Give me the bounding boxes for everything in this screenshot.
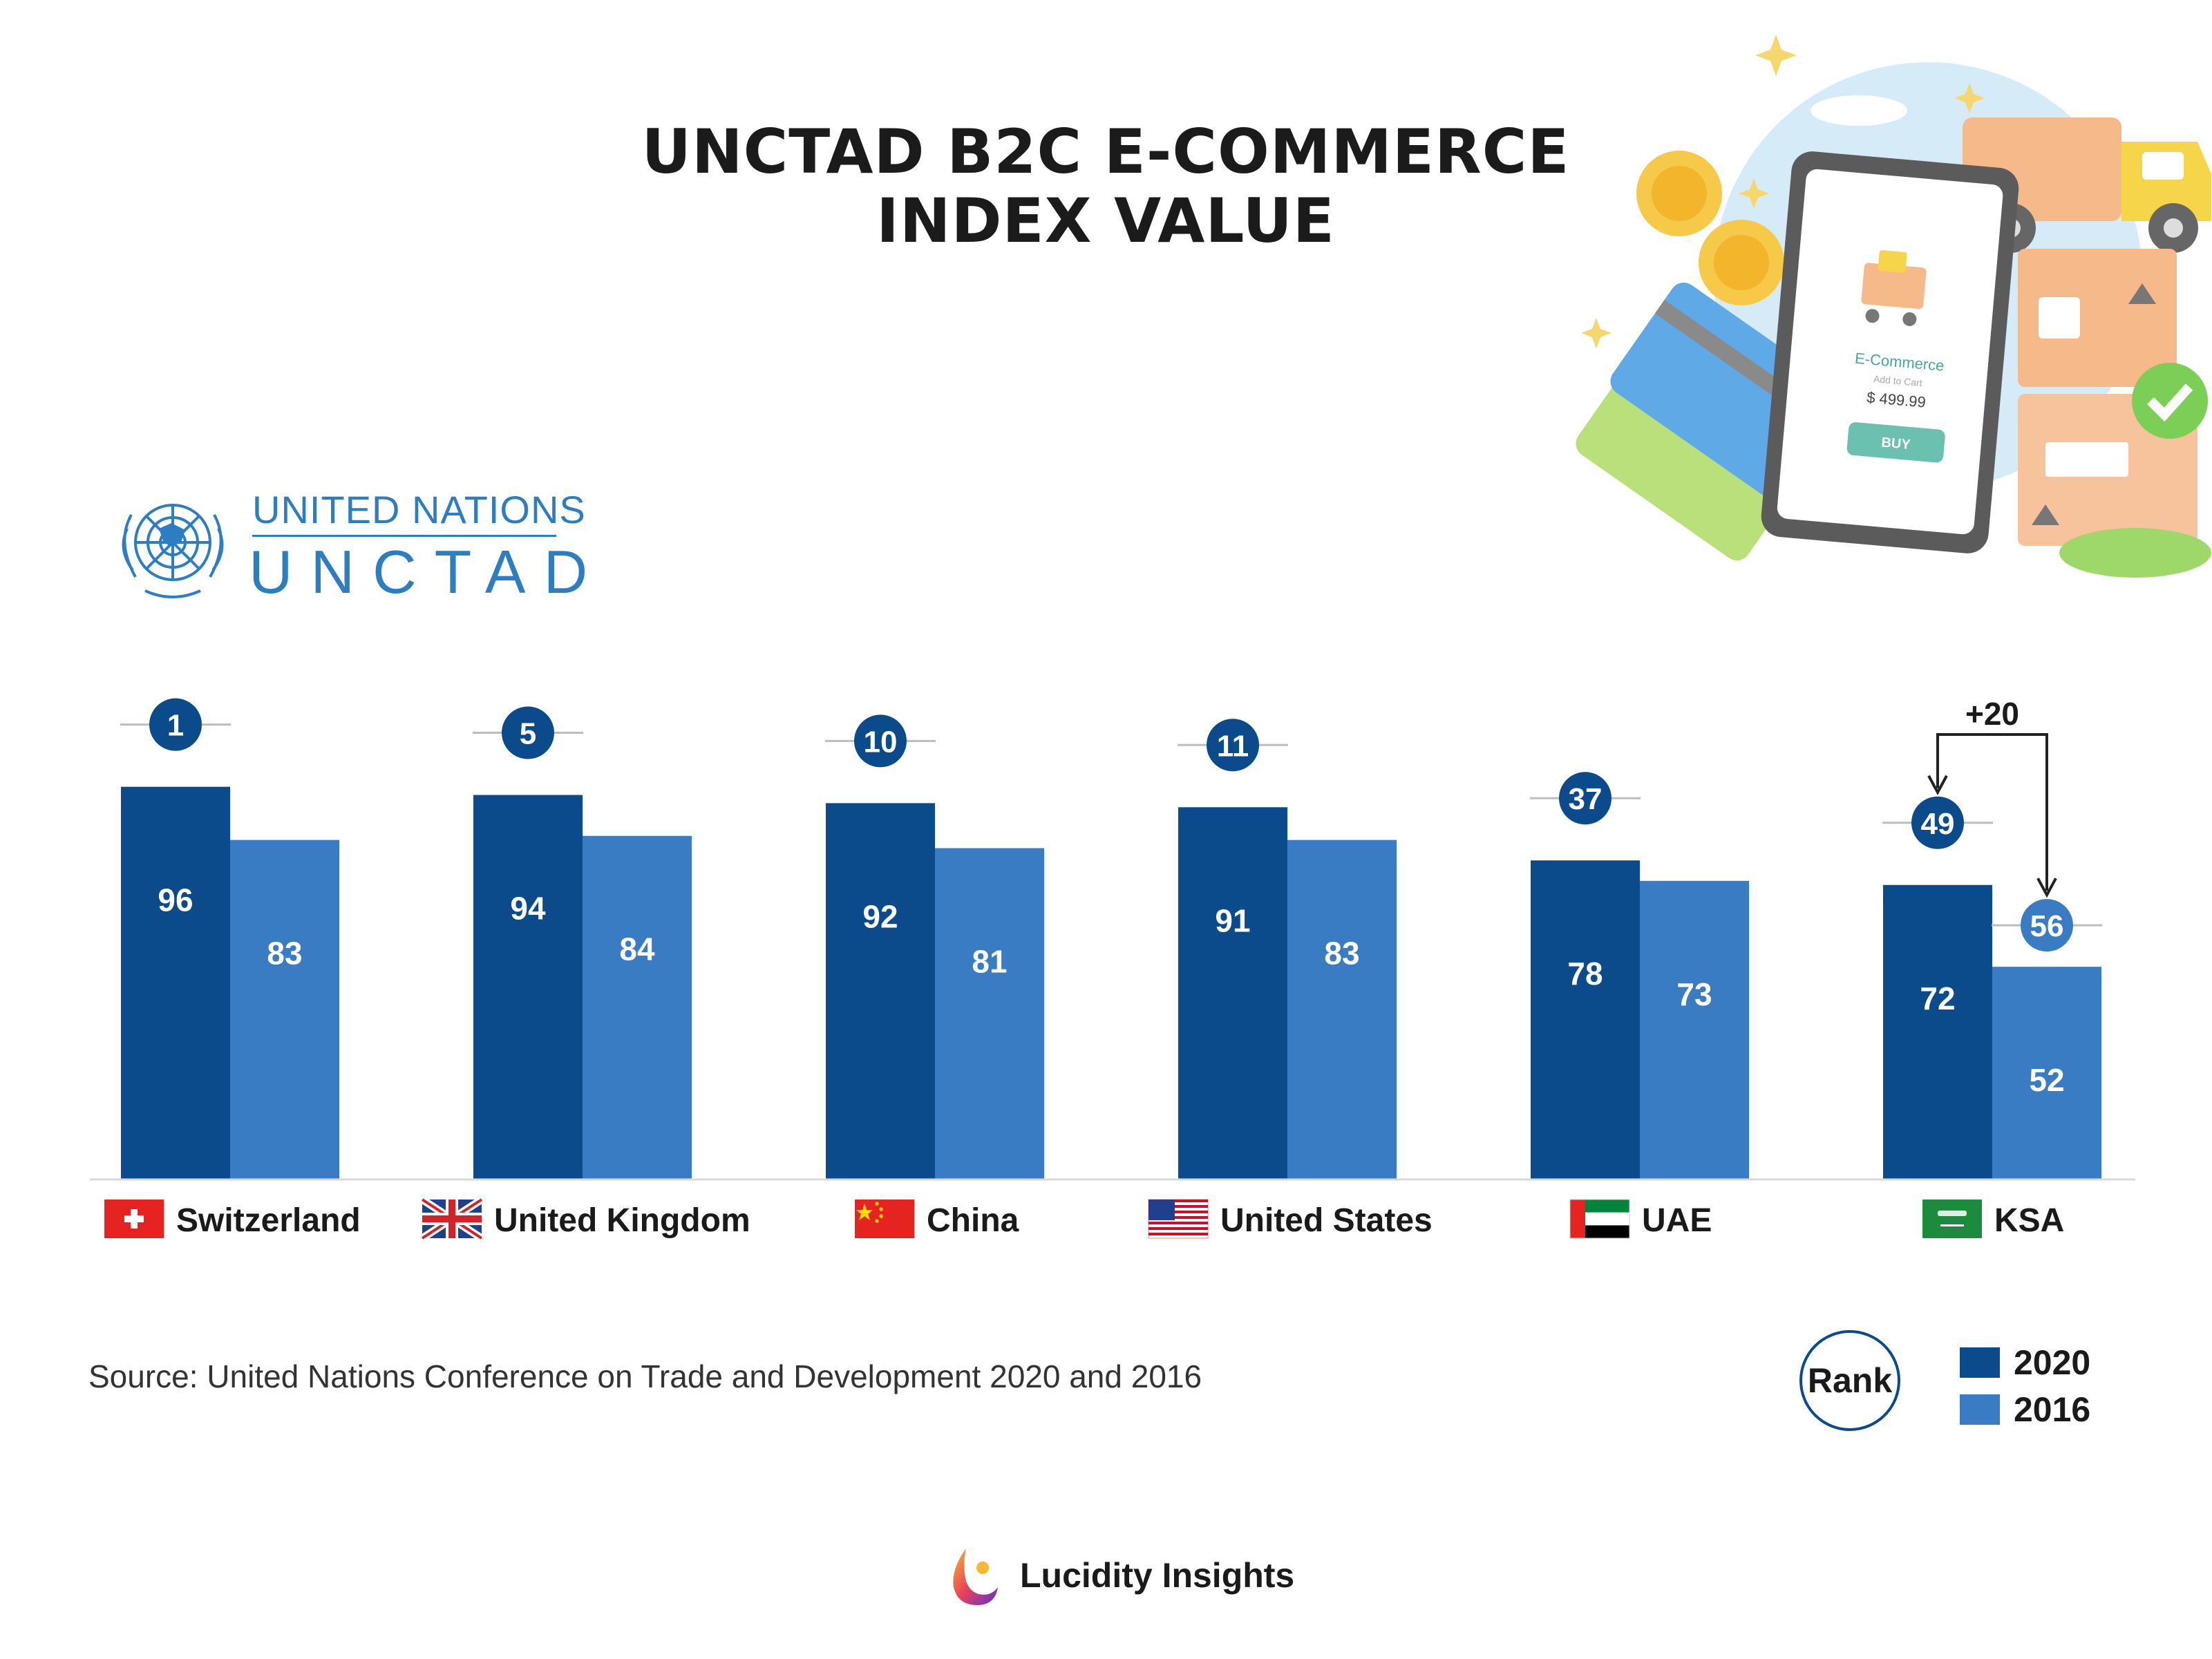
rank-badge-2020 [1911, 796, 1964, 849]
value-label-2020: 96 [158, 882, 193, 918]
change-bracket [1936, 733, 2048, 891]
bar-2016-united-kingdom [583, 835, 692, 1179]
switzerland-flag-icon [104, 1200, 164, 1238]
legend-label-2016: 2016 [2014, 1390, 2091, 1429]
category-labels-layer: Switzerland United Kingdom China United Sta… [104, 1196, 2064, 1242]
bar-chart: +20 96 83 94 84 92 81 91 83 78 73 72 52 1 5 10 11 37 49 5… [90, 696, 2135, 1242]
rank-value-2020: 5 [520, 717, 536, 751]
ksa-flag-icon [1922, 1200, 1982, 1238]
legend-swatch-2016 [1960, 1394, 2000, 1425]
arrowhead-icon [1927, 775, 1948, 795]
bush-icon [2059, 528, 2211, 578]
value-labels-layer: 96 83 94 84 92 81 91 83 78 73 72 52 [158, 882, 2064, 1098]
rank-badge-2016 [2021, 899, 2073, 952]
bar-2016-ksa [1992, 967, 2101, 1179]
bars-layer [121, 786, 2101, 1179]
category-label-united-kingdom: United Kingdom [494, 1202, 750, 1239]
rank-legend-label: Rank [1807, 1361, 1893, 1400]
bar-2020-uae [1531, 860, 1640, 1179]
bar-2020-united-kingdom [473, 795, 583, 1179]
uae-flag-icon [1569, 1199, 1630, 1239]
china-flag-icon [855, 1200, 914, 1238]
coins-icon [1636, 151, 1784, 305]
category-label-china: China [927, 1202, 1019, 1239]
value-label-2020: 94 [510, 891, 546, 927]
rank-value-2020: 11 [1217, 729, 1249, 763]
value-label-2016: 84 [619, 931, 655, 967]
phone-sub-label: Add to Cart [1873, 373, 1922, 388]
phone-buy-button [1846, 422, 1945, 463]
rank-value-2020: 37 [1569, 782, 1603, 816]
bar-2016-united-states [1287, 840, 1397, 1179]
value-label-2020: 78 [1567, 956, 1603, 992]
title-line-2: INDEX VALUE [876, 185, 1335, 256]
logo-line-1: UNITED NATIONS [252, 488, 586, 531]
usa-flag-icon [1148, 1199, 1209, 1239]
legend-item-2020: 2020 [1960, 1343, 2090, 1383]
arrowhead-icon [2036, 878, 2057, 898]
logo-line-2: UNCTAD [249, 538, 606, 606]
legend-item-2016: 2016 [1960, 1390, 2090, 1430]
rank-value-2020: 10 [864, 725, 898, 759]
bar-2020-ksa [1883, 884, 1992, 1179]
un-emblem-icon [122, 504, 224, 598]
brand-name: Lucidity Insights [1020, 1556, 1295, 1595]
category-label-united-states: United States [1220, 1202, 1433, 1239]
legend-label-2020: 2020 [2014, 1343, 2091, 1382]
ecommerce-illustration: E-Commerce Add to Cart $ 499.99 BUY [1576, 35, 2211, 578]
bar-2020-china [826, 803, 935, 1179]
value-label-2016: 83 [1324, 936, 1359, 971]
smartphone-icon: E-Commerce Add to Cart $ 499.99 BUY [1761, 151, 2019, 553]
bar-2016-switzerland [230, 840, 339, 1179]
category-label-uae: UAE [1642, 1202, 1712, 1239]
cloud-icon [1811, 95, 1907, 126]
rank-value-2020: 49 [1921, 807, 1955, 841]
value-label-2016: 73 [1676, 976, 1712, 1012]
rank-badge-2020 [502, 706, 554, 759]
checkmark-badge-icon [2132, 363, 2208, 439]
source-note: Source: United Nations Conference on Tra… [88, 1358, 1202, 1394]
chart-title: UNCTAD B2C E-COMMERCE INDEX VALUE [608, 117, 1603, 256]
value-label-2020: 92 [862, 898, 898, 934]
bar-2016-uae [1640, 880, 1749, 1179]
value-label-2020: 91 [1215, 902, 1250, 938]
shopping-cart-icon [1861, 250, 1927, 326]
ksa-change-annotation: +20 [1927, 696, 2057, 898]
value-label-2016: 52 [2029, 1062, 2064, 1098]
rank-badges-layer: 1 5 10 11 37 49 56 [120, 698, 2102, 952]
value-label-2016: 81 [972, 943, 1007, 979]
title-line-1: UNCTAD B2C E-COMMERCE [641, 116, 1570, 187]
uk-flag-icon [419, 1196, 484, 1242]
rank-badge-2020 [1559, 772, 1611, 825]
legend-swatch-2020 [1960, 1347, 2000, 1378]
rank-badge-2020 [149, 698, 202, 751]
rank-value-2020: 1 [167, 709, 184, 743]
rank-badge-2020 [1207, 719, 1259, 772]
category-label-switzerland: Switzerland [176, 1202, 361, 1239]
brand-footer: Lucidity Insights [947, 1544, 1294, 1606]
un-unctad-logo: UNITED NATIONS UNCTAD [111, 487, 587, 612]
change-annotation: +20 [1965, 696, 2019, 732]
bar-2016-china [935, 848, 1044, 1179]
bar-2020-switzerland [121, 786, 230, 1179]
phone-buy-label: BUY [1881, 435, 1912, 453]
bar-2020-united-states [1178, 807, 1287, 1179]
lucidity-logo-icon [953, 1548, 998, 1605]
rank-badge-2020 [854, 714, 907, 768]
value-label-2020: 72 [1920, 980, 1955, 1016]
rank-legend-badge: Rank [1799, 1330, 1900, 1431]
cloud-icon [1624, 243, 1707, 268]
logo-divider [252, 535, 556, 537]
category-label-ksa: KSA [1994, 1202, 2064, 1239]
rank-value-2016: 56 [2030, 909, 2064, 943]
value-label-2016: 83 [267, 936, 302, 971]
